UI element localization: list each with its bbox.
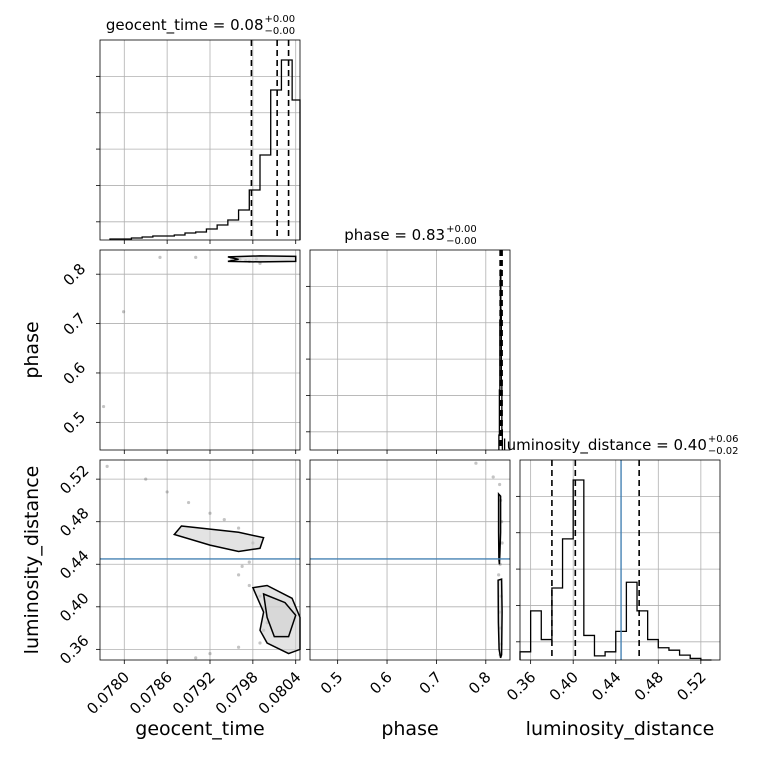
title-minus-luminosity_distance: −0.02 — [708, 446, 739, 457]
title-minus-phase: −0.00 — [446, 236, 477, 247]
title-plus-geocent_time: +0.00 — [265, 14, 296, 25]
panel-bg-1-1 — [310, 250, 510, 450]
tick-label-phase: 0.8 — [60, 260, 90, 290]
tick-label-phase: 0.6 — [366, 668, 396, 698]
contour-geocent_time__luminosity_distance — [262, 592, 297, 638]
tick-label-luminosity_distance: 0.52 — [56, 461, 92, 497]
tick-label-luminosity_distance: 0.44 — [588, 668, 624, 704]
axis-label-x-phase: phase — [381, 718, 438, 740]
scatter-point — [222, 517, 226, 522]
tick-label-luminosity_distance: 0.48 — [56, 504, 92, 540]
tick-label-geocent_time: 0.0792 — [169, 668, 219, 718]
tick-label-geocent_time: 0.0798 — [212, 668, 262, 718]
panel-frame-2-0 — [99, 459, 301, 661]
tick-label-luminosity_distance: 0.40 — [56, 589, 92, 625]
tick-label-phase: 0.6 — [60, 359, 90, 389]
scatter-point — [194, 656, 198, 660]
panel-frame-2-1 — [309, 459, 511, 661]
title-geocent_time: geocent_time = 0.08 +0.00−0.00 — [106, 14, 295, 37]
title-main-luminosity_distance: luminosity_distance = 0.40 — [502, 436, 706, 455]
scatter-point — [165, 490, 169, 494]
scatter-point — [105, 464, 109, 468]
scatter-point — [498, 482, 502, 487]
histogram-luminosity_distance — [519, 479, 712, 661]
title-main-phase: phase = 0.83 — [344, 226, 445, 244]
scatter-point — [491, 475, 495, 479]
scatter-point — [208, 511, 212, 515]
truth-lines — [100, 460, 622, 660]
scatter-point — [258, 641, 262, 645]
panel-frames — [99, 39, 721, 661]
contour-phase__luminosity_distance — [497, 578, 503, 659]
panel-frame-1-0 — [99, 249, 301, 451]
scatter-point — [236, 526, 241, 530]
scatter-point — [497, 573, 501, 577]
tick-marks — [96, 75, 702, 664]
tick-label-luminosity_distance: 0.36 — [56, 632, 92, 668]
scatter-point — [121, 310, 126, 314]
tick-label-phase: 0.7 — [416, 668, 446, 698]
scatter-point — [101, 404, 106, 409]
scatter-point — [194, 255, 198, 260]
panel-bg-0-0 — [100, 40, 300, 240]
contour-geocent_time__luminosity_distance — [172, 525, 265, 553]
title-main-geocent_time: geocent_time = 0.08 — [106, 16, 264, 35]
axis-label-x-luminosity_distance: luminosity_distance — [526, 718, 715, 740]
scatter-point — [247, 560, 251, 564]
tick-label-geocent_time: 0.0780 — [83, 668, 133, 718]
tick-label-phase: 0.8 — [465, 668, 495, 698]
panel-backgrounds — [100, 40, 720, 660]
panel-frame-2-2 — [519, 459, 721, 661]
tick-label-luminosity_distance: 0.40 — [546, 668, 582, 704]
title-plus-luminosity_distance: +0.06 — [708, 434, 739, 445]
contour-phase__luminosity_distance — [497, 492, 502, 565]
scatter-point — [240, 564, 244, 568]
title-plus-phase: +0.00 — [446, 224, 477, 235]
tick-label-phase: 0.5 — [60, 408, 90, 438]
scatter-point — [236, 573, 241, 577]
quantile-lines — [250, 40, 640, 660]
axis-labels: geocent_time phase luminosity_distancephas… — [21, 321, 714, 740]
tick-label-luminosity_distance: 0.52 — [673, 668, 709, 704]
tick-label-geocent_time: 0.0786 — [126, 668, 176, 718]
contour-geocent_time__phase — [227, 255, 297, 263]
panel-frame-1-1 — [309, 249, 511, 451]
scatter-point — [474, 461, 478, 465]
title-luminosity_distance: luminosity_distance = 0.40 +0.06−0.02 — [502, 434, 738, 457]
panel-bg-1-0 — [100, 250, 300, 450]
scatter-point — [500, 541, 504, 545]
panel-contents — [101, 59, 712, 661]
tick-label-phase: 0.7 — [60, 309, 90, 339]
histogram-geocent_time — [109, 59, 301, 240]
scatter-point — [186, 500, 191, 505]
axis-label-y-luminosity_distance: luminosity_distance — [21, 466, 43, 655]
panel-bg-2-2 — [520, 460, 720, 660]
panel-bg-2-1 — [310, 460, 510, 660]
axis-label-x-geocent_time: geocent_time — [135, 718, 264, 740]
scatter-point — [247, 583, 251, 588]
tick-label-luminosity_distance: 0.48 — [631, 668, 667, 704]
scatter-point — [208, 652, 212, 656]
scatter-point — [144, 477, 148, 481]
scatter-point — [236, 645, 241, 649]
tick-label-luminosity_distance: 0.36 — [503, 668, 539, 704]
tick-label-luminosity_distance: 0.44 — [56, 547, 92, 583]
panel-frame-0-0 — [99, 39, 301, 241]
tick-label-geocent_time: 0.0804 — [255, 668, 305, 718]
title-minus-geocent_time: −0.00 — [265, 26, 296, 37]
scatter-point — [158, 255, 162, 260]
tick-label-phase: 0.5 — [317, 668, 347, 698]
title-phase: phase = 0.83 +0.00−0.00 — [344, 224, 476, 247]
axis-label-y-phase: phase — [21, 321, 43, 378]
